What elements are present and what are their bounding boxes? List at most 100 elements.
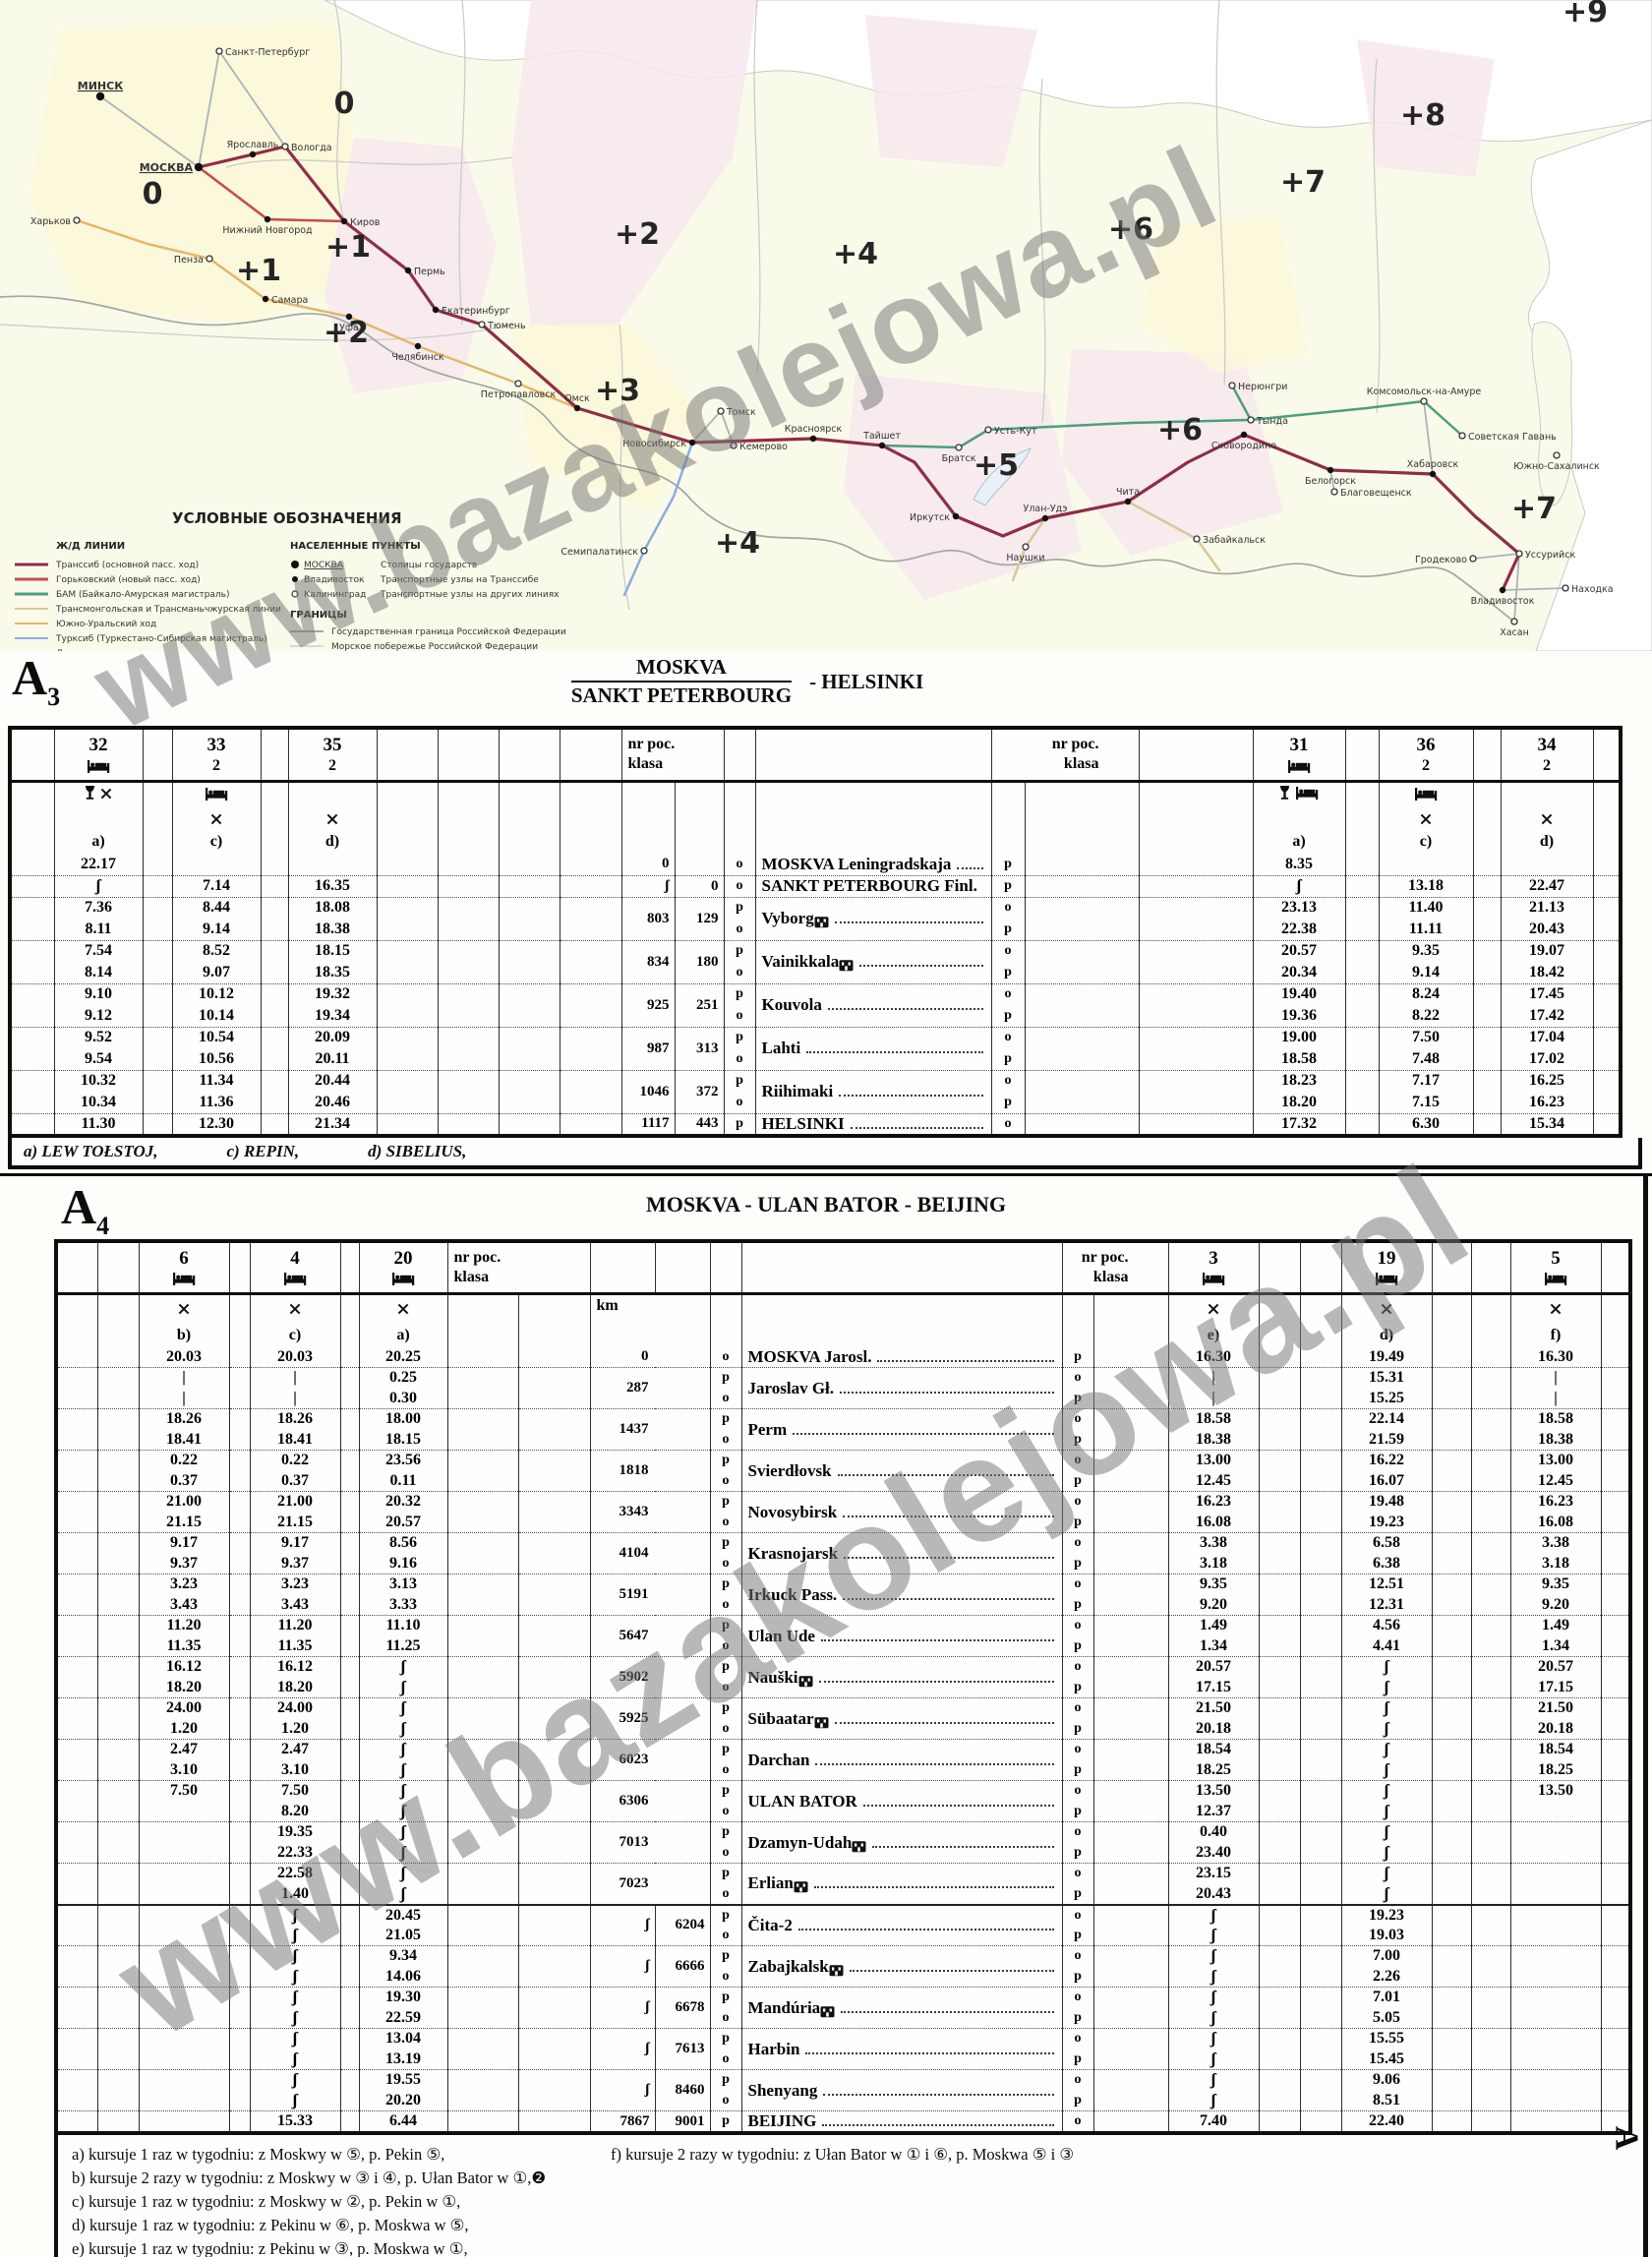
time-cell: 9.35	[1378, 939, 1474, 962]
time-cell: 20.45	[358, 1903, 448, 1926]
arrival-departure-marker: p	[723, 896, 756, 919]
spacer-cell	[1138, 1069, 1254, 1092]
city-marker	[573, 404, 581, 412]
arrival-departure-marker: o	[1061, 2069, 1094, 2091]
time-cell: 12.30	[171, 1112, 262, 1136]
time-cell: 9.17	[249, 1532, 341, 1554]
spacer-cell	[517, 1656, 591, 1678]
city-label: Уфа	[339, 323, 359, 333]
time-cell: 11.34	[171, 1069, 262, 1092]
spacer-cell	[142, 919, 173, 940]
time-cell: ʃ	[249, 1903, 341, 1926]
spacer-cell	[1600, 1635, 1631, 1657]
time-cell: |	[249, 1367, 341, 1389]
spacer-cell	[1600, 2069, 1631, 2091]
train-service-cell: d)	[287, 830, 378, 854]
time-cell	[138, 1987, 230, 2008]
city-label: Комсомольск-на-Амуре	[1367, 386, 1482, 397]
time-cell: 18.54	[1509, 1739, 1602, 1760]
spacer-cell	[1600, 1883, 1631, 1905]
spacer-cell	[437, 1005, 500, 1027]
time-cell: 22.38	[1252, 919, 1346, 940]
train-service-cell	[1500, 781, 1594, 808]
city-marker	[809, 435, 817, 443]
spacer-cell	[1431, 1323, 1472, 1347]
spacer-cell	[1592, 874, 1622, 897]
spacer-cell	[9, 808, 55, 830]
spacer-cell	[1258, 1801, 1301, 1822]
timezone-label: +9	[1563, 0, 1608, 30]
spacer-cell	[1299, 1346, 1342, 1368]
arrival-departure-marker: p	[709, 2110, 742, 2133]
spacer-cell	[517, 2007, 591, 2029]
station-cell: Darchan	[740, 1739, 1063, 1781]
spacer-cell	[1024, 896, 1140, 919]
time-cell: 20.57	[1509, 1656, 1602, 1678]
spacer-cell	[1092, 1346, 1169, 1368]
spacer-cell	[376, 808, 439, 830]
station-cell: Čita-2	[740, 1903, 1063, 1946]
spacer-cell	[96, 1346, 140, 1368]
svg-text:Транссиб (основной пасс. ход): Транссиб (основной пасс. ход)	[55, 561, 199, 570]
spacer-cell	[1092, 1677, 1169, 1698]
city-label: Владивосток	[1471, 596, 1535, 607]
spacer-cell	[1470, 1615, 1511, 1636]
spacer-cell	[1299, 2028, 1342, 2049]
spacer-cell	[1470, 1240, 1511, 1295]
time-cell: 6.44	[358, 2110, 448, 2133]
spacer-cell	[96, 1925, 140, 1946]
km-cell: 1818	[589, 1450, 711, 1492]
time-cell: 16.30	[1167, 1346, 1260, 1368]
arrival-departure-marker: o	[709, 1842, 742, 1864]
spacer-cell	[1431, 1594, 1472, 1616]
arrival-departure-marker: p	[1061, 1470, 1094, 1492]
time-cell: 19.32	[287, 982, 378, 1005]
spacer-cell	[142, 1005, 173, 1027]
spacer-cell	[1600, 1512, 1631, 1533]
time-cell: 11.11	[1378, 919, 1474, 940]
svg-text:Горьковский (новый пасс. ход): Горьковский (новый пасс. ход)	[56, 575, 201, 585]
state-border	[0, 295, 1515, 623]
time-cell: 9.52	[53, 1026, 144, 1048]
spacer-cell	[1472, 854, 1502, 875]
km-cell: ʃ	[589, 1903, 656, 1946]
restaurant-icon	[289, 1303, 301, 1315]
arrival-departure-marker: o	[1061, 1987, 1094, 2008]
spacer-cell	[498, 781, 560, 808]
arrival-departure-marker: o	[990, 982, 1026, 1005]
train-footnote-letter: c)	[288, 1326, 302, 1343]
spacer-cell	[1431, 1677, 1472, 1698]
spacer-cell	[1092, 2028, 1169, 2049]
footnote-item: f) kursuje 2 razy w tygodniu: z Ułan Bat…	[611, 2145, 1075, 2164]
spacer-cell	[1592, 896, 1622, 919]
spacer-cell	[96, 1780, 140, 1802]
time-cell: 11.30	[53, 1112, 144, 1136]
spacer-cell	[498, 854, 560, 875]
sleeping-car-icon	[392, 1273, 415, 1286]
time-cell: 17.02	[1500, 1048, 1594, 1070]
city-label: Тюмень	[487, 321, 526, 331]
time-cell	[1500, 854, 1594, 875]
spacer-cell	[1299, 1388, 1342, 1409]
spacer-cell	[1431, 1987, 1472, 2008]
spacer-cell	[1344, 1112, 1380, 1136]
spacer-cell	[1472, 808, 1502, 830]
km-cell: 287	[589, 1367, 711, 1409]
train-service-cell	[138, 1293, 230, 1324]
spacer-cell	[1258, 1470, 1301, 1492]
spacer-cell	[9, 1112, 55, 1136]
spacer-cell	[1600, 1987, 1631, 2008]
time-cell: ʃ	[358, 1677, 448, 1698]
time-cell: 9.10	[53, 982, 144, 1005]
spacer-cell	[260, 896, 289, 919]
time-cell: 20.18	[1167, 1718, 1260, 1740]
arrival-departure-marker: p	[1061, 1553, 1094, 1574]
time-cell: 18.25	[1167, 1759, 1260, 1781]
arrival-departure-marker: o	[990, 1026, 1026, 1048]
restaurant-icon	[210, 813, 222, 824]
spacer-cell	[1299, 1883, 1342, 1905]
spacer-cell	[1258, 1697, 1301, 1719]
spacer-cell	[96, 1945, 140, 1967]
restaurant-icon	[397, 1303, 409, 1315]
city-label: Гродеково	[1415, 555, 1467, 565]
